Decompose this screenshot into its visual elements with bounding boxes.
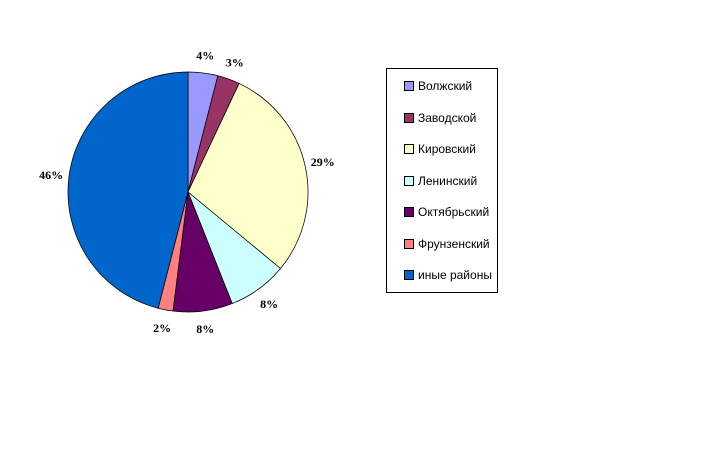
slice-label-0: 4% xyxy=(196,48,214,62)
legend-label-oktyabrsky: Октябрьский xyxy=(418,205,490,219)
legend-label-inye-rayony: иные районы xyxy=(418,268,492,282)
legend-item-inye-rayony: иные районы xyxy=(404,269,492,281)
legend-item-leninsky: Ленинский xyxy=(404,175,492,187)
pie-slice-6 xyxy=(67,71,189,309)
legend-label-kirovsky: Кировский xyxy=(418,142,476,156)
legend-item-frunzensky: Фрунзенский xyxy=(404,238,492,250)
legend-marker-volzhsky xyxy=(404,81,414,91)
legend-label-frunzensky: Фрунзенский xyxy=(418,236,490,251)
slice-label-3: 8% xyxy=(260,297,278,311)
slice-label-5: 2% xyxy=(153,321,171,335)
chart-legend: Волжский Заводской Кировский Ленинский О… xyxy=(386,68,498,293)
legend-item-zavodskoy: Заводской xyxy=(404,112,492,124)
slice-label-6: 46% xyxy=(39,168,63,182)
legend-label-leninsky: Ленинский xyxy=(418,173,478,188)
pie-slice-2 xyxy=(187,82,309,270)
legend-label-volzhsky: Волжский xyxy=(418,79,473,93)
legend-item-oktyabrsky: Октябрьский xyxy=(404,206,492,218)
slice-label-2: 29% xyxy=(311,155,335,169)
legend-marker-zavodskoy xyxy=(404,112,414,123)
legend-marker-inye-rayony xyxy=(404,270,414,280)
legend-label-zavodskoy: Заводской xyxy=(418,110,477,125)
legend-marker-leninsky xyxy=(404,175,414,186)
legend-marker-kirovsky xyxy=(404,144,414,154)
legend-item-volzhsky: Волжский xyxy=(404,80,492,92)
slice-label-1: 3% xyxy=(226,55,244,69)
legend-item-kirovsky: Кировский xyxy=(404,143,492,155)
slice-label-4: 8% xyxy=(196,322,214,336)
legend-marker-oktyabrsky xyxy=(404,207,414,217)
legend-marker-frunzensky xyxy=(404,238,414,249)
